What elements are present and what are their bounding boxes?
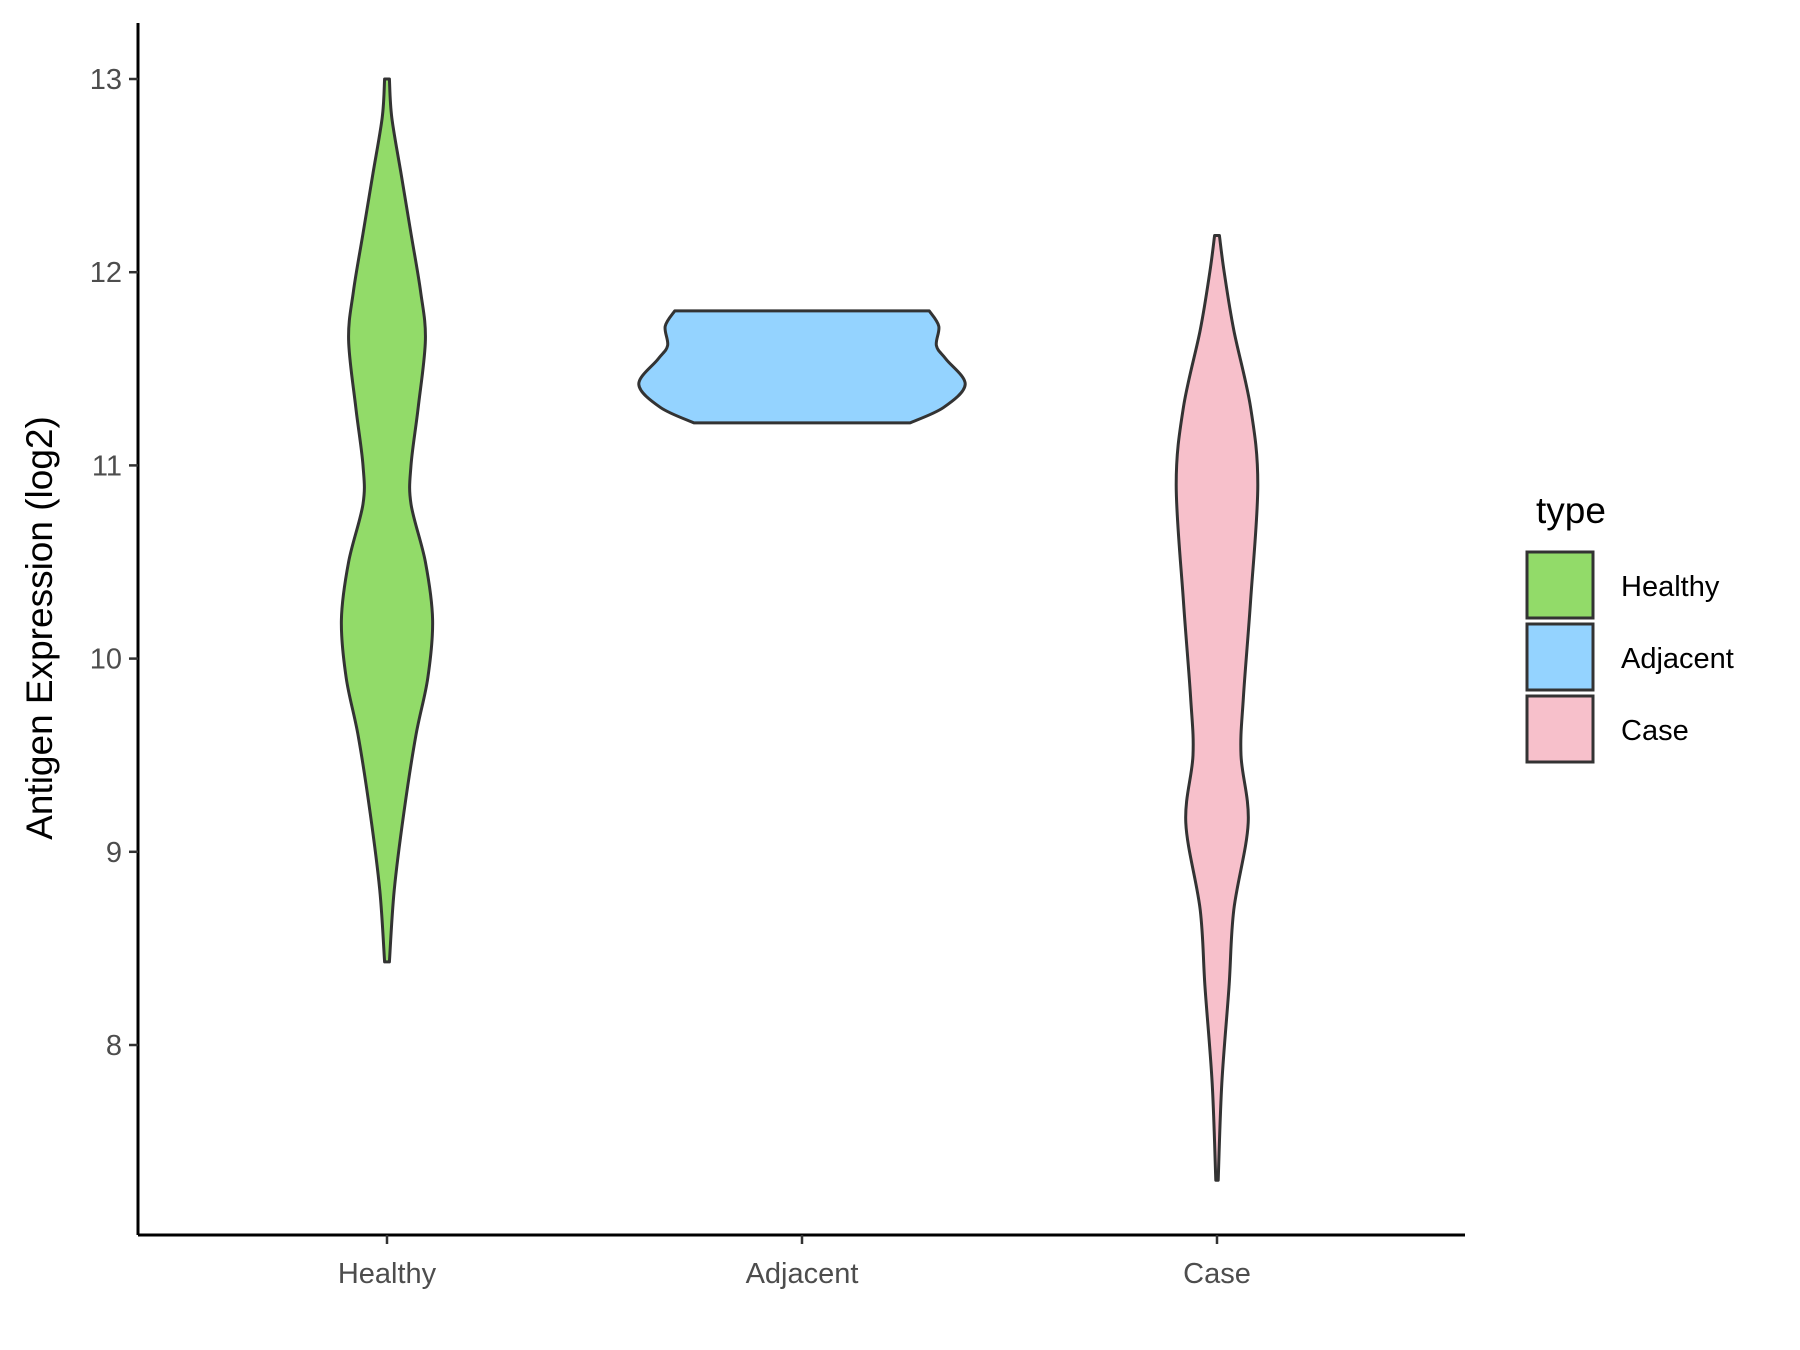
x-tick-label: Case — [1183, 1258, 1251, 1290]
violin-healthy — [339, 77, 435, 964]
y-tick-label: 11 — [92, 450, 122, 482]
violin-adjacent — [637, 309, 967, 425]
y-tick-label: 12 — [90, 257, 122, 289]
legend-label-healthy: Healthy — [1621, 571, 1720, 603]
violins — [339, 77, 1260, 1182]
legend-label-adjacent: Adjacent — [1621, 643, 1734, 675]
legend-key-adjacent — [1525, 622, 1595, 692]
y-tick-label: 8 — [106, 1030, 122, 1062]
y-tick-label: 9 — [106, 837, 122, 869]
legend-key-healthy — [1525, 550, 1595, 620]
x-axis: Healthy Adjacent Case — [138, 1233, 1465, 1290]
legend: type Healthy Adjacent Case — [1525, 490, 1734, 764]
y-axis: 8 9 10 11 12 13 — [90, 23, 140, 1235]
legend-label-case: Case — [1621, 715, 1689, 747]
y-tick-label: 10 — [90, 644, 122, 676]
legend-title: type — [1536, 490, 1606, 531]
legend-key-case — [1525, 694, 1595, 764]
x-tick-label: Adjacent — [746, 1258, 859, 1290]
y-tick-label: 13 — [90, 64, 122, 96]
violin-case — [1174, 233, 1260, 1182]
y-axis-title: Antigen Expression (log2) — [19, 416, 60, 840]
x-tick-label: Healthy — [338, 1258, 437, 1290]
